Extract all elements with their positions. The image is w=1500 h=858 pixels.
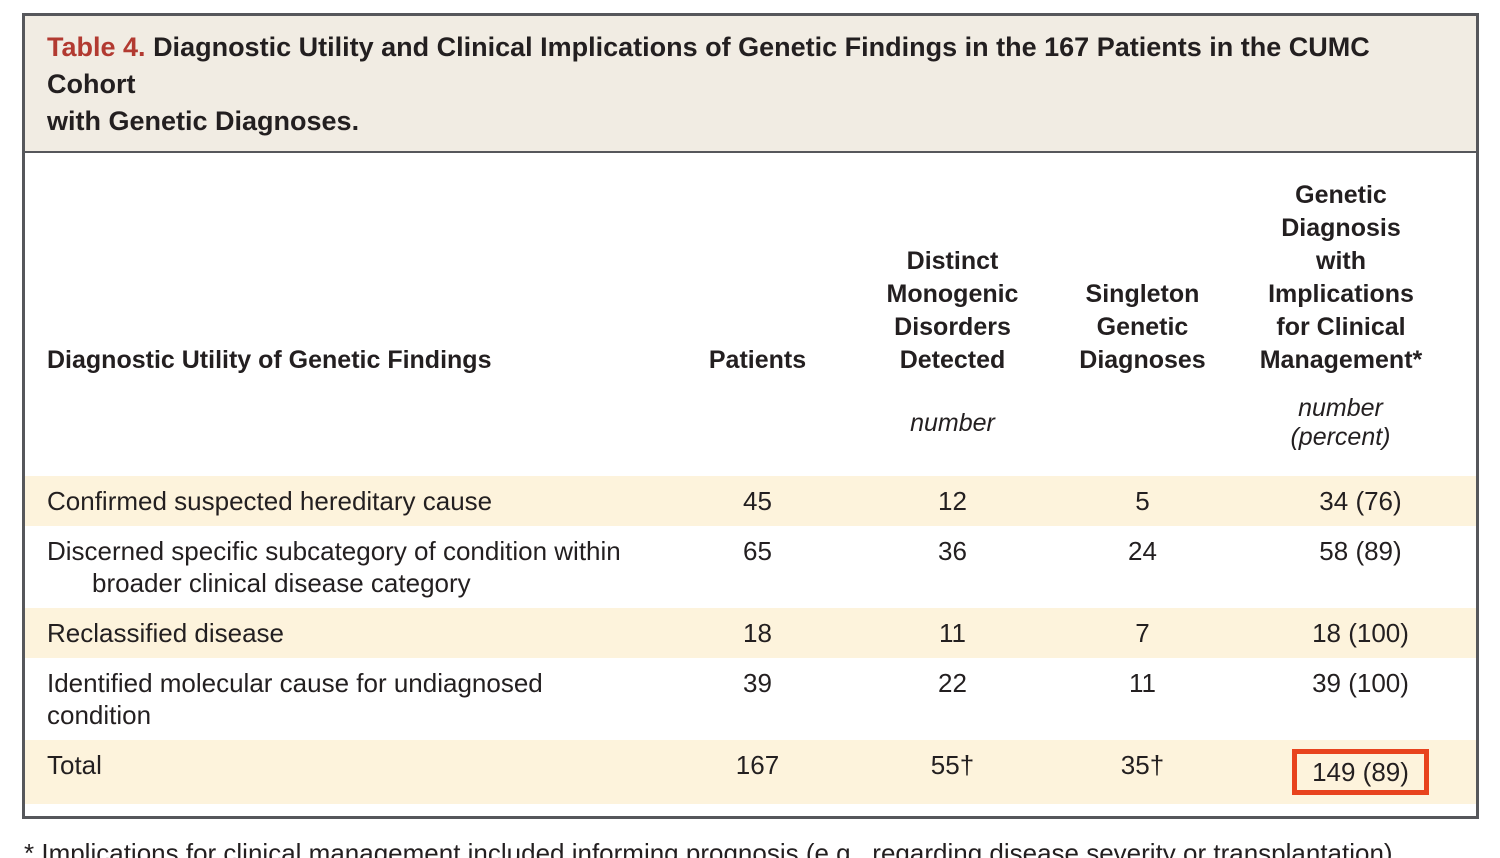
column-header-singleton: Singleton Genetic Diagnoses [1079,280,1206,374]
cell-disorders: 36 [938,536,967,566]
table-row-total: Total 167 55† 35† 149 (89) [25,740,1476,804]
cell-singleton: 35† [1120,750,1165,780]
data-table: Diagnostic Utility of Genetic Findings P… [25,153,1476,804]
column-header-diagnostic-utility: Diagnostic Utility of Genetic Findings [47,346,492,374]
highlight-box: 149 (89) [1292,749,1429,795]
cell-singleton: 24 [1128,536,1157,566]
table-title-body: Diagnostic Utility and Clinical Implicat… [47,32,1370,136]
row-label: Reclassified disease [47,618,285,648]
cell-management: 34 (76) [1319,486,1402,516]
cell-disorders: 12 [938,486,967,516]
table-row: Discerned specific subcategory of condit… [25,526,1476,608]
table-row: Identified molecular cause for undiagnos… [25,658,1476,740]
table-title-text [146,32,154,62]
table-number-label: Table 4. [47,32,146,62]
cell-singleton: 11 [1129,668,1156,698]
footnote-star: * Implications for clinical management i… [24,836,1480,858]
row-label-line1: Discerned specific subcategory of condit… [47,536,621,566]
units-row: number number (percent) [25,378,1476,476]
units-empty-3 [1040,378,1245,476]
table-frame: Table 4. Diagnostic Utility and Clinical… [22,13,1479,819]
units-empty-2 [650,378,865,476]
cell-disorders: 55† [930,750,975,780]
cell-disorders: 11 [939,618,966,648]
units-empty-1 [25,378,650,476]
table-row: Reclassified disease 18 11 7 18 (100) [25,608,1476,658]
cell-patients: 65 [743,536,772,566]
column-header-genetic-diagnosis: Genetic Diagnosis with Implications for … [1259,181,1423,374]
cell-management: 39 (100) [1312,668,1409,698]
column-header-row: Diagnostic Utility of Genetic Findings P… [25,153,1476,378]
row-label: Identified molecular cause for undiagnos… [47,668,543,730]
row-label-line2: broader clinical disease category [92,568,471,598]
cell-management: 58 (89) [1319,536,1402,566]
column-header-patients: Patients [708,346,807,374]
units-number: number [910,408,995,437]
table-row: Confirmed suspected hereditary cause 45 … [25,476,1476,526]
column-header-distinct-monogenic: Distinct Monogenic Disorders Detected [886,247,1019,374]
row-label: Discerned specific subcategory of condit… [25,526,650,608]
cell-patients: 167 [735,750,780,780]
cell-singleton: 7 [1135,618,1150,648]
cell-patients: 39 [743,668,772,698]
footnote-star-line: * Implications for clinical management i… [24,838,1400,858]
row-label: Confirmed suspected hereditary cause [47,486,493,516]
cell-patients: 18 [743,618,772,648]
cell-disorders: 22 [938,668,967,698]
cell-management-highlighted: 149 (89) [1245,740,1476,804]
cell-singleton: 5 [1135,486,1150,516]
cell-management: 18 (100) [1312,618,1409,648]
table-title: Table 4. Diagnostic Utility and Clinical… [25,16,1476,153]
cell-patients: 45 [743,486,772,516]
units-number-percent: number (percent) [1290,394,1391,451]
row-label-total: Total [47,750,102,780]
footnotes: * Implications for clinical management i… [24,836,1480,858]
